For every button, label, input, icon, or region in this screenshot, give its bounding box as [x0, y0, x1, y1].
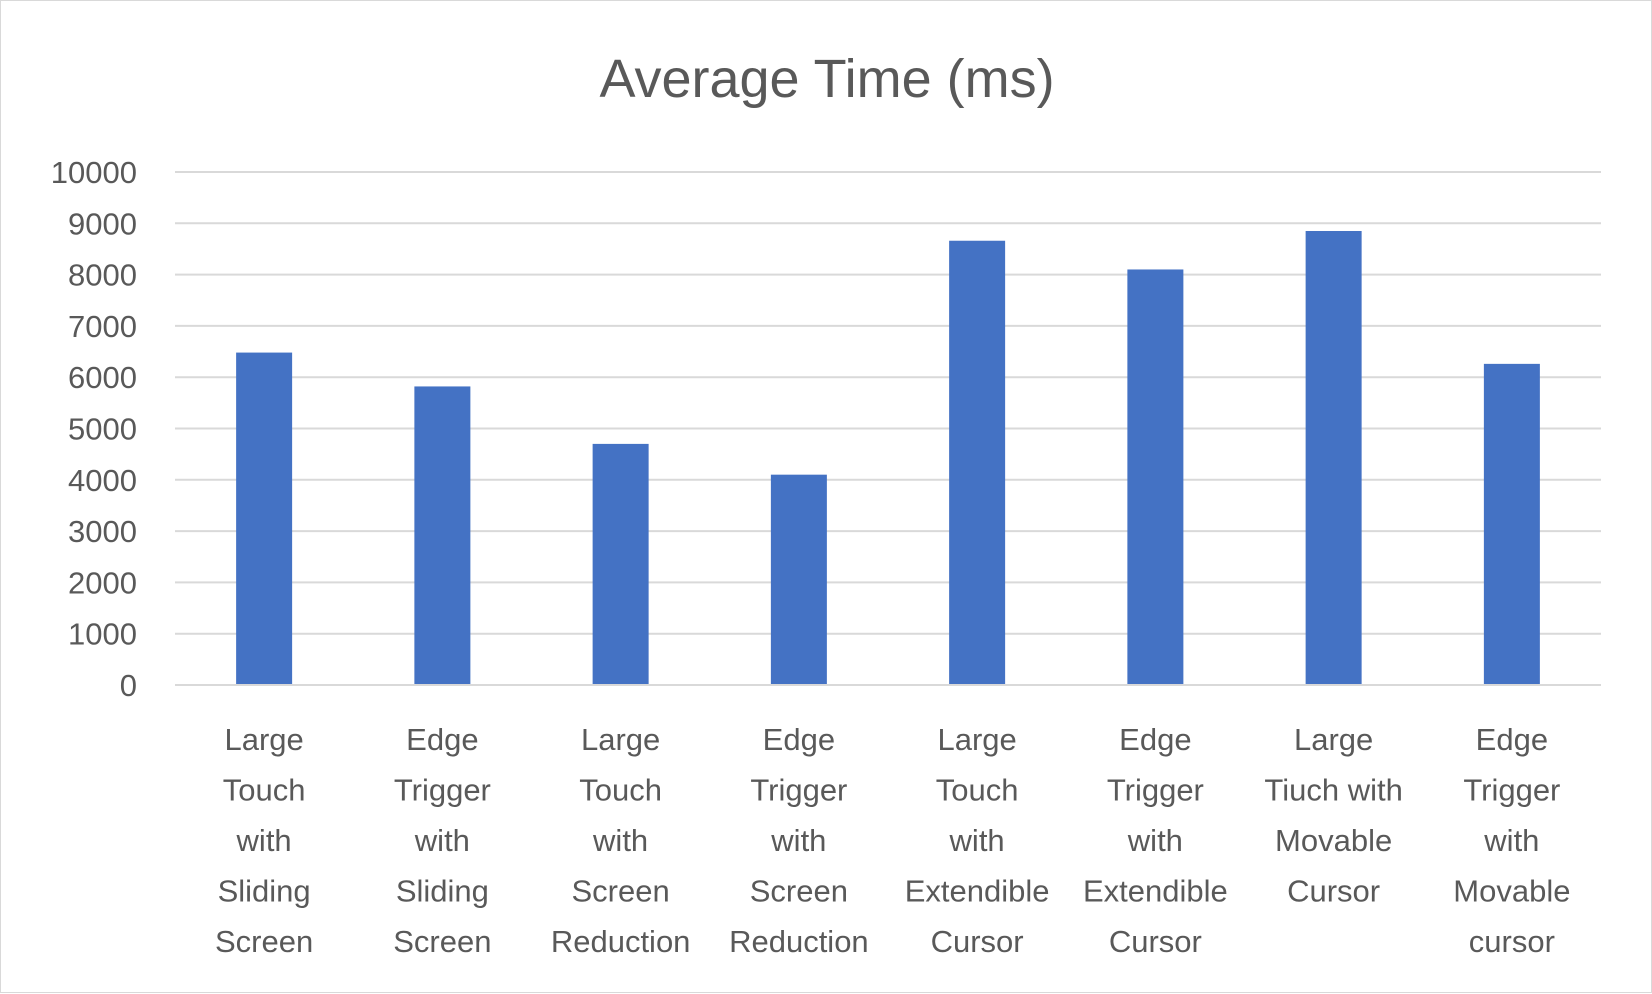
x-category-label: Large Touch with Screen Reduction: [551, 722, 691, 959]
x-category-line: Large: [581, 722, 660, 757]
x-category-label: Large Tiuch with Movable Cursor: [1264, 722, 1402, 909]
x-category-line: Screen: [572, 874, 670, 909]
y-tick-label: 2000: [68, 565, 137, 600]
chart-title: Average Time (ms): [599, 49, 1054, 109]
x-category-line: Extendible: [1083, 874, 1228, 909]
bar: [592, 443, 649, 685]
x-category-line: Edge: [1119, 722, 1191, 757]
x-category-label: Large Touch with Sliding Screen: [215, 722, 313, 959]
x-category-line: Reduction: [729, 924, 869, 959]
bar: [770, 474, 827, 685]
x-category-line: Touch: [936, 773, 1019, 808]
x-category-line: Trigger: [750, 773, 847, 808]
x-category-line: Sliding: [396, 874, 489, 909]
x-category-line: Large: [224, 722, 303, 757]
y-tick-label: 5000: [68, 412, 137, 447]
x-category-line: Large: [937, 722, 1016, 757]
bar: [949, 240, 1006, 685]
gridlines: [175, 171, 1601, 635]
y-tick-label: 6000: [68, 360, 137, 395]
x-category-line: with: [770, 823, 826, 858]
bar: [1483, 363, 1540, 685]
x-category-line: Cursor: [1287, 874, 1380, 909]
x-category-line: Edge: [763, 722, 835, 757]
bar: [1305, 230, 1362, 685]
y-axis-ticks: 0 1000 2000 3000 4000 5000 6000 7000 8000 9000 100…: [51, 155, 137, 703]
x-category-line: Screen: [750, 874, 848, 909]
x-axis-categories: Large Touch with Sliding Screen Edge Trigger wi…: [215, 722, 1570, 959]
x-category-line: Extendible: [905, 874, 1050, 909]
x-category-line: Cursor: [931, 924, 1024, 959]
y-tick-label: 3000: [68, 514, 137, 549]
y-tick-label: 1000: [68, 617, 137, 652]
x-category-line: Trigger: [1107, 773, 1204, 808]
x-category-line: Trigger: [1463, 773, 1560, 808]
x-category-line: Touch: [223, 773, 306, 808]
x-category-line: Edge: [406, 722, 478, 757]
y-tick-label: 8000: [68, 258, 137, 293]
x-category-line: with: [592, 823, 648, 858]
x-category-line: with: [949, 823, 1005, 858]
x-category-line: with: [236, 823, 292, 858]
x-category-label: Edge Trigger with Screen Reduction: [729, 722, 869, 959]
bar: [414, 386, 471, 685]
x-category-line: Touch: [579, 773, 662, 808]
x-category-line: Movable: [1453, 874, 1570, 909]
x-category-label: Edge Trigger with Sliding Screen: [393, 722, 491, 959]
bars: [236, 230, 1540, 685]
x-category-line: Screen: [393, 924, 491, 959]
x-category-line: Screen: [215, 924, 313, 959]
y-tick-label: 0: [120, 668, 137, 703]
x-category-line: Edge: [1476, 722, 1548, 757]
x-category-label: Edge Trigger with Extendible Cursor: [1083, 722, 1228, 959]
x-category-line: with: [1127, 823, 1183, 858]
x-category-label: Large Touch with Extendible Cursor: [905, 722, 1050, 959]
y-tick-label: 7000: [68, 309, 137, 344]
x-category-line: cursor: [1469, 924, 1555, 959]
x-category-label: Edge Trigger with Movable cursor: [1453, 722, 1570, 959]
x-category-line: Large: [1294, 722, 1373, 757]
y-tick-label: 10000: [51, 155, 137, 190]
x-category-line: Tiuch with: [1264, 773, 1402, 808]
x-category-line: with: [414, 823, 470, 858]
bar: [1127, 269, 1184, 685]
y-tick-label: 4000: [68, 463, 137, 498]
x-category-line: Movable: [1275, 823, 1392, 858]
y-tick-label: 9000: [68, 206, 137, 241]
bar: [236, 352, 293, 685]
x-category-line: Reduction: [551, 924, 691, 959]
x-category-line: with: [1483, 823, 1539, 858]
x-category-line: Cursor: [1109, 924, 1202, 959]
x-category-line: Sliding: [218, 874, 311, 909]
x-category-line: Trigger: [394, 773, 491, 808]
